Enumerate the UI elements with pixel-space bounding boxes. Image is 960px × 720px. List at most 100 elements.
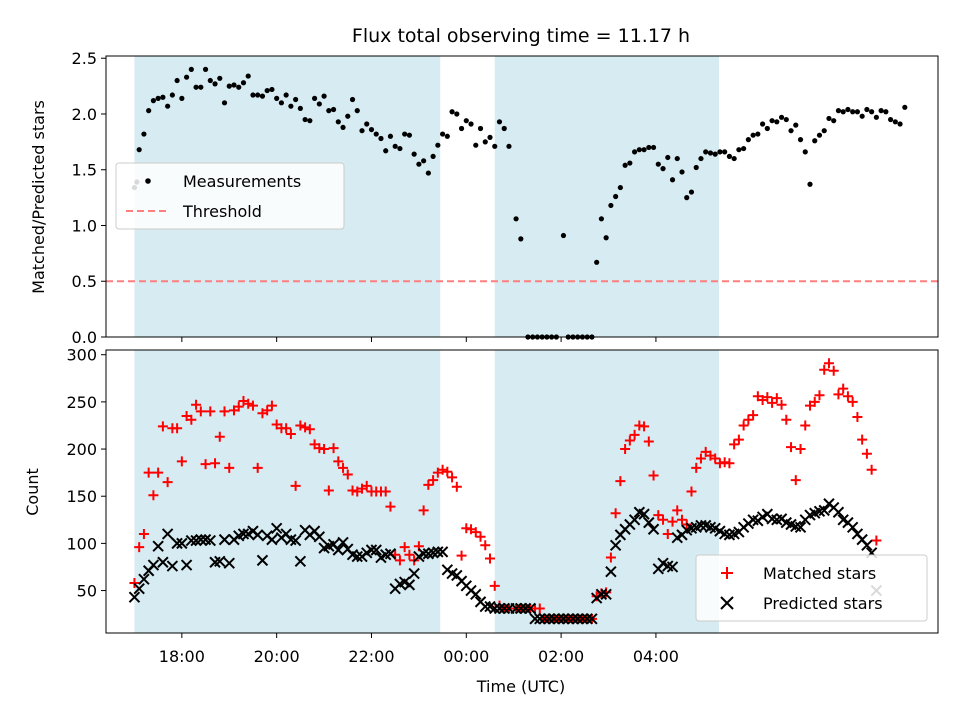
matched-star-point — [629, 429, 640, 440]
matched-star-point — [643, 436, 654, 447]
predicted-star-point — [266, 533, 278, 546]
measurement-point — [778, 114, 785, 120]
matched-star-point — [809, 396, 820, 407]
matched-star-point — [861, 448, 872, 459]
measurement-point — [349, 96, 356, 103]
predicted-star-point — [586, 613, 598, 625]
predicted-star-point — [218, 533, 231, 546]
top-panel: 0.0 0.5 1.0 1.5 2.0 2.5 Matched/Predicted sta… — [29, 49, 939, 347]
matched-star-point — [191, 399, 202, 410]
predicted-star-point — [548, 613, 560, 625]
matched-star-point — [385, 501, 396, 512]
matched-star-point — [605, 552, 616, 563]
matched-star-point — [686, 486, 697, 497]
predicted-star-point — [543, 613, 555, 625]
measurement-point — [297, 105, 303, 112]
measurement-point — [764, 125, 770, 132]
matched-star-point — [733, 434, 744, 445]
bottom-x-ticks: 18:00 20:00 22:00 00:00 02:00 04:00 — [159, 633, 679, 666]
bottom-axes-frame — [105, 349, 939, 634]
matched-star-point — [200, 459, 211, 470]
measurement-point — [665, 154, 671, 161]
measurement-point — [406, 132, 413, 138]
measurement-point — [892, 119, 898, 125]
y-tick-label: 100 — [66, 534, 97, 553]
matched-star-point — [252, 462, 263, 473]
matched-star-point — [428, 475, 439, 486]
measurement-point — [250, 92, 256, 98]
matched-star-point — [615, 476, 626, 487]
predicted-star-point — [408, 567, 420, 580]
matched-star-point — [658, 514, 669, 525]
measurement-point — [482, 139, 488, 145]
measurement-point — [826, 115, 832, 122]
predicted-star-point — [557, 613, 570, 625]
measurement-point — [345, 113, 351, 119]
predicted-star-point — [223, 557, 235, 569]
matched-star-point — [134, 542, 145, 553]
measurement-point — [774, 119, 780, 125]
matched-star-point — [195, 406, 206, 417]
predicted-star-point — [695, 519, 707, 532]
measurement-point — [802, 149, 808, 155]
measurement-point — [669, 177, 676, 183]
measurement-point — [383, 148, 389, 154]
matched-star-point — [214, 431, 225, 442]
bottom-y-ticks: 50 100 150 200 250 300 — [66, 346, 106, 601]
x-tick-label: 22:00 — [348, 647, 394, 666]
matched-star-point — [767, 397, 778, 408]
predicted-star-point — [534, 613, 546, 625]
matched-star-point — [233, 401, 244, 412]
predicted-star-point — [432, 546, 444, 558]
predicted-star-point — [171, 537, 183, 550]
predicted-star-point — [595, 588, 608, 601]
predicted-star-point — [417, 548, 430, 560]
matched-star-point — [786, 442, 797, 453]
measurement-point — [240, 80, 247, 86]
matched-star-point — [842, 391, 853, 402]
matched-star-point — [800, 420, 811, 431]
predicted-star-point — [256, 554, 269, 567]
measurement-point — [330, 106, 337, 113]
measurement-point — [198, 84, 204, 90]
predicted-star-point — [538, 613, 551, 625]
matched-star-point — [771, 393, 782, 404]
measurement-point — [902, 104, 908, 110]
measurement-point — [897, 121, 903, 127]
y-tick-label: 300 — [66, 346, 97, 365]
matched-star-point — [677, 514, 687, 525]
matched-star-point — [262, 405, 273, 416]
predicted-star-point — [384, 548, 397, 560]
matched-star-point — [153, 467, 164, 478]
matched-star-point — [866, 464, 877, 475]
matched-star-point — [418, 505, 429, 516]
measurement-point — [221, 100, 228, 106]
y-tick-label: 0.5 — [72, 272, 97, 291]
measurement-point — [750, 132, 756, 138]
measurement-point — [821, 128, 827, 134]
top-y-axis-label: Matched/Predicted stars — [29, 100, 48, 294]
measurement-point — [207, 77, 213, 84]
matched-star-point — [828, 365, 839, 376]
matched-star-point — [738, 420, 749, 431]
predicted-star-point — [529, 613, 541, 625]
measurement-point — [603, 235, 609, 241]
matched-star-point — [485, 553, 495, 564]
measurement-point — [454, 111, 460, 117]
predicted-star-point — [157, 556, 169, 568]
predicted-star-point — [498, 602, 510, 615]
measurement-point — [193, 84, 199, 90]
x-axis-label: Time (UTC) — [476, 677, 565, 696]
predicted-star-point — [251, 529, 264, 541]
measurement-point — [707, 150, 714, 156]
predicted-star-point — [195, 533, 207, 546]
matched-star-point — [762, 392, 773, 403]
bottom-legend-box — [695, 554, 928, 622]
measurement-point — [458, 125, 465, 132]
measurement-point — [160, 94, 166, 100]
matched-star-point — [148, 490, 159, 501]
matched-star-point — [489, 580, 500, 591]
measurement-point — [646, 144, 652, 151]
matched-star-point — [857, 434, 868, 445]
measurement-point — [259, 93, 266, 99]
